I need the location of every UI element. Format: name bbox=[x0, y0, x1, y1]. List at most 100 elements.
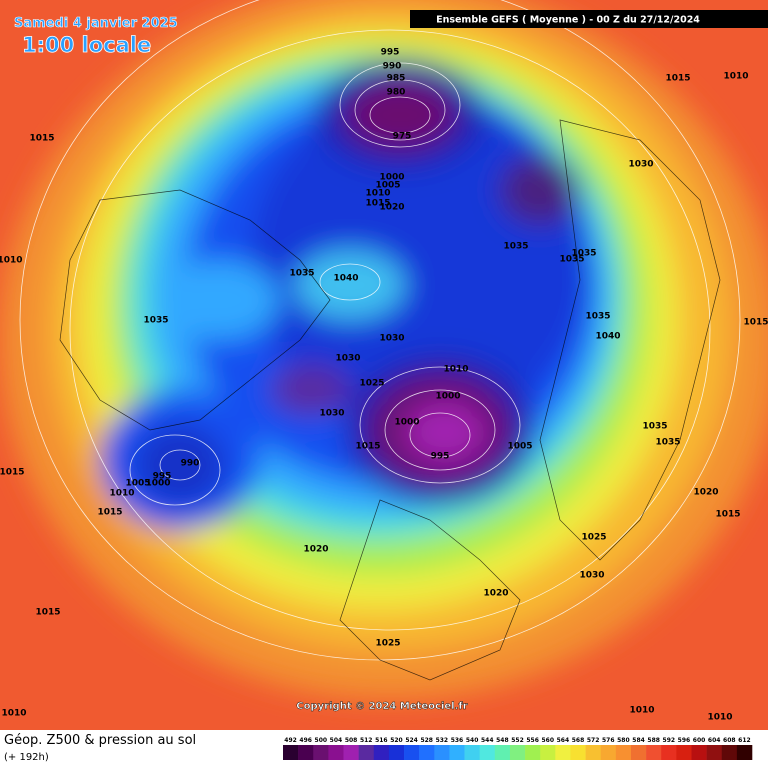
legend-level: 540 bbox=[466, 737, 479, 744]
legend-level: 552 bbox=[511, 737, 524, 744]
legend-swatch bbox=[615, 745, 632, 760]
isobar-label: 1020 bbox=[303, 545, 328, 555]
legend-level: 556 bbox=[526, 737, 539, 744]
isobar-label: 1015 bbox=[743, 318, 768, 328]
legend-swatch bbox=[646, 745, 662, 760]
legend-swatch bbox=[570, 745, 586, 760]
isobar-label: 1000 bbox=[145, 479, 170, 489]
isobar-label: 985 bbox=[387, 74, 406, 84]
legend-level: 592 bbox=[663, 737, 676, 744]
model-banner bbox=[410, 10, 768, 28]
legend-swatch bbox=[691, 745, 707, 760]
isobar-label: 990 bbox=[383, 62, 402, 72]
isobar-label: 1035 bbox=[642, 422, 667, 432]
legend-level: 608 bbox=[723, 737, 736, 744]
isobar-label: 1030 bbox=[579, 571, 604, 581]
legend-swatch bbox=[661, 745, 677, 760]
legend-level: 548 bbox=[496, 737, 509, 744]
isobar-label: 1000 bbox=[435, 392, 460, 402]
legend-swatch bbox=[706, 745, 723, 760]
legend-swatch bbox=[434, 745, 450, 760]
isobar-label: 1020 bbox=[693, 488, 718, 498]
isobar-label: 1035 bbox=[289, 269, 314, 279]
legend-level: 500 bbox=[315, 737, 328, 744]
isobar-label: 990 bbox=[181, 459, 200, 469]
isobar-label: 1030 bbox=[319, 409, 344, 419]
isobar-label: 995 bbox=[381, 48, 400, 58]
legend-swatch bbox=[736, 745, 753, 760]
legend-level: 528 bbox=[420, 737, 433, 744]
legend-level: 560 bbox=[541, 737, 554, 744]
legend-swatch bbox=[630, 745, 647, 760]
legend-swatch bbox=[358, 745, 375, 760]
legend-level: 508 bbox=[345, 737, 358, 744]
legend-swatch bbox=[373, 745, 390, 760]
isobar-label: 1010 bbox=[723, 72, 748, 82]
legend-swatch bbox=[343, 745, 359, 760]
legend-level: 580 bbox=[617, 737, 630, 744]
legend-level: 516 bbox=[375, 737, 388, 744]
isobar-label: 1030 bbox=[628, 160, 653, 170]
legend-swatch bbox=[525, 745, 541, 760]
legend-level: 524 bbox=[405, 737, 418, 744]
isobar-label: 975 bbox=[393, 132, 412, 142]
legend-level: 532 bbox=[436, 737, 449, 744]
footer-subtitle: (+ 192h) bbox=[4, 752, 49, 763]
isobar-label: 1025 bbox=[359, 379, 384, 389]
legend-swatch bbox=[328, 745, 344, 760]
legend-swatch bbox=[600, 745, 617, 760]
isobar-label: 1010 bbox=[0, 256, 23, 266]
color-legend: 492 496 500 504 508 512 516 520 524 528 532 536 540 5… bbox=[283, 737, 753, 760]
forecast-time: 1:00 locale bbox=[22, 33, 151, 57]
isobar-label: 1040 bbox=[595, 332, 620, 342]
legend-swatch bbox=[313, 745, 329, 760]
legend-swatch bbox=[419, 745, 435, 760]
legend-swatch bbox=[449, 745, 465, 760]
isobar-label: 1010 bbox=[365, 189, 390, 199]
legend-level: 536 bbox=[451, 737, 464, 744]
legend-swatch bbox=[676, 745, 692, 760]
legend-level: 600 bbox=[693, 737, 706, 744]
legend-level: 520 bbox=[390, 737, 403, 744]
isobar-label: 1035 bbox=[655, 438, 680, 448]
isobar-label: 1025 bbox=[375, 639, 400, 649]
legend-level: 492 bbox=[284, 737, 297, 744]
isobar-label: 1005 bbox=[375, 181, 400, 191]
isobar-label: 1035 bbox=[503, 242, 528, 252]
legend-swatch bbox=[494, 745, 511, 760]
legend-swatch bbox=[509, 745, 526, 760]
legend-level: 544 bbox=[481, 737, 494, 744]
legend-level: 596 bbox=[678, 737, 691, 744]
legend-swatch bbox=[555, 745, 571, 760]
legend-swatch bbox=[404, 745, 420, 760]
isobar-label: 1020 bbox=[379, 203, 404, 213]
legend-level: 496 bbox=[299, 737, 312, 744]
legend-level: 512 bbox=[360, 737, 373, 744]
isobar-label: 1015 bbox=[35, 608, 60, 618]
isobar-label: 1015 bbox=[365, 199, 390, 209]
isobar-label: 1030 bbox=[335, 354, 360, 364]
legend-swatch bbox=[540, 745, 556, 760]
isobar-label: 1015 bbox=[97, 508, 122, 518]
legend-level: 504 bbox=[330, 737, 343, 744]
isobar-label: 1010 bbox=[707, 713, 732, 723]
isobar-label: 1040 bbox=[333, 274, 358, 284]
isobar-label: 1010 bbox=[109, 489, 134, 499]
legend-level: 612 bbox=[738, 737, 751, 744]
isobar-label: 995 bbox=[431, 452, 450, 462]
legend-swatch bbox=[388, 745, 405, 760]
isobar-label: 1010 bbox=[443, 365, 468, 375]
isobar-label: 1015 bbox=[665, 74, 690, 84]
legend-swatch bbox=[298, 745, 314, 760]
isobar-label: 1030 bbox=[379, 334, 404, 344]
isobar-label: 1010 bbox=[629, 706, 654, 716]
footer-title: Géop. Z500 & pression au sol bbox=[4, 733, 196, 748]
legend-level: 576 bbox=[602, 737, 615, 744]
legend-swatch bbox=[585, 745, 602, 760]
isobar-label: 1015 bbox=[715, 510, 740, 520]
legend-level: 564 bbox=[557, 737, 570, 744]
map-background bbox=[0, 0, 768, 730]
forecast-date: Samedi 4 janvier 2025 bbox=[14, 16, 178, 31]
isobar-label: 1035 bbox=[143, 316, 168, 326]
